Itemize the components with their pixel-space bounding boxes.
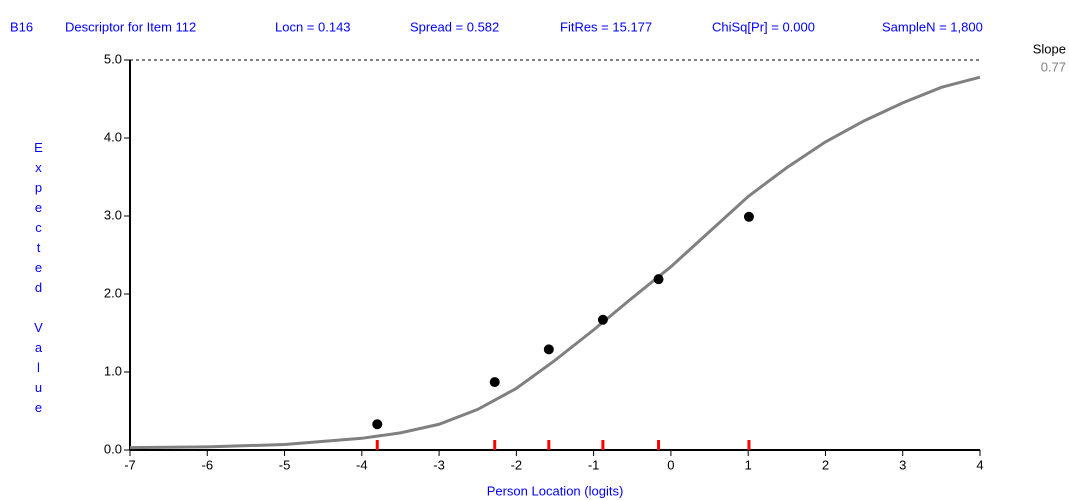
- curve: [129, 75, 981, 450]
- spread: Spread = 0.582: [410, 19, 499, 34]
- x-tick-label: -2: [511, 457, 523, 472]
- y-tick-label: 2.0: [104, 285, 122, 300]
- x-tick-label: 1: [745, 457, 752, 472]
- y-tick-label: 1.0: [104, 363, 122, 378]
- y-tick-label: 0.0: [104, 441, 122, 456]
- location: Locn = 0.143: [275, 19, 351, 34]
- item-code: B16: [10, 19, 33, 34]
- observed-point: [653, 274, 664, 285]
- x-tick-label: -4: [356, 457, 368, 472]
- sample-size: SampleN = 1,800: [882, 19, 983, 34]
- y-tick-label: 4.0: [104, 129, 122, 144]
- observed-point: [372, 419, 383, 430]
- y-axis-label: Expected Value: [31, 140, 46, 420]
- observed-point: [743, 211, 754, 222]
- x-tick-label: 3: [899, 457, 906, 472]
- slope-label: Slope: [1033, 41, 1066, 56]
- x-tick-label: -5: [279, 457, 291, 472]
- chi-square: ChiSq[Pr] = 0.000: [712, 19, 815, 34]
- x-tick-label: 2: [822, 457, 829, 472]
- observed-point: [543, 344, 554, 355]
- slope-value: 0.77: [1041, 59, 1066, 74]
- y-tick-label: 5.0: [104, 51, 122, 66]
- item-descriptor: Descriptor for Item 112: [65, 19, 196, 34]
- y-tick-label: 3.0: [104, 207, 122, 222]
- x-tick-label: -3: [433, 457, 445, 472]
- x-tick-label: 4: [976, 457, 983, 472]
- x-tick-label: -6: [201, 457, 213, 472]
- x-tick-label: -7: [124, 457, 136, 472]
- x-tick-label: -1: [588, 457, 600, 472]
- x-axis-label: Person Location (logits): [487, 483, 624, 498]
- observed-point: [597, 314, 608, 325]
- fit-residual: FitRes = 15.177: [560, 19, 652, 34]
- observed-point: [489, 377, 500, 388]
- x-tick-label: 0: [667, 457, 674, 472]
